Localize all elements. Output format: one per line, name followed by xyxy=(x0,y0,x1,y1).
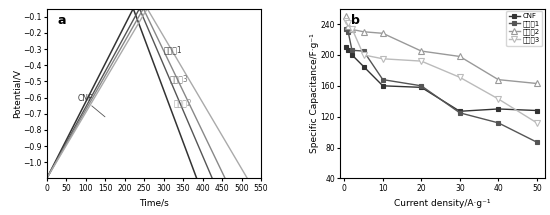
Text: CNF: CNF xyxy=(78,94,94,103)
Y-axis label: Specific Capacitance/F·g⁻¹: Specific Capacitance/F·g⁻¹ xyxy=(310,34,319,153)
Legend: CNF, 实施例1, 实施例2, 实施例3: CNF, 实施例1, 实施例2, 实施例3 xyxy=(507,11,542,46)
Text: 实施例1: 实施例1 xyxy=(163,45,182,54)
Text: 实施例3: 实施例3 xyxy=(169,74,188,83)
Y-axis label: Potential/V: Potential/V xyxy=(12,69,21,118)
Text: b: b xyxy=(351,14,360,27)
Text: 实施例2: 实施例2 xyxy=(173,99,192,108)
X-axis label: Time/s: Time/s xyxy=(139,199,169,207)
Text: a: a xyxy=(57,14,66,27)
X-axis label: Current density/A·g⁻¹: Current density/A·g⁻¹ xyxy=(394,199,491,207)
